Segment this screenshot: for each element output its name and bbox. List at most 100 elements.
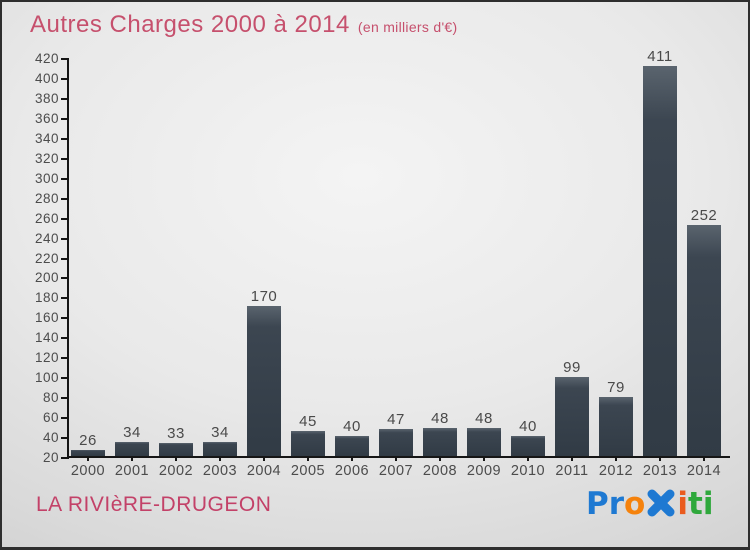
bar-2006 <box>335 436 369 456</box>
y-axis-label: 20 <box>42 450 59 465</box>
x-axis-label-2009: 2009 <box>466 463 502 479</box>
y-axis-tick <box>61 217 69 220</box>
x-axis-label-2014: 2014 <box>686 463 722 479</box>
bar-2012 <box>599 397 633 456</box>
bar-2011 <box>555 377 589 456</box>
y-axis-label: 420 <box>34 51 59 66</box>
y-axis-tick <box>61 317 69 320</box>
y-axis-label: 200 <box>34 270 59 286</box>
bar-2005 <box>291 431 325 456</box>
x-axis-label-2007: 2007 <box>378 463 414 479</box>
logo-letter: P <box>586 486 609 522</box>
x-axis-label-2013: 2013 <box>642 463 678 479</box>
y-axis-label: 400 <box>34 70 59 86</box>
logo-letter: r <box>608 486 625 522</box>
y-axis-tick <box>61 297 69 300</box>
x-axis-label-2006: 2006 <box>334 463 370 479</box>
bar-value-2000: 26 <box>79 432 97 449</box>
x-axis-label-2003: 2003 <box>202 463 238 479</box>
y-axis-label: 240 <box>34 230 59 246</box>
bar-value-2003: 34 <box>211 424 229 441</box>
bar-2003 <box>203 442 237 456</box>
x-axis-tick <box>615 456 617 461</box>
y-axis-tick <box>61 58 69 60</box>
y-axis-tick <box>61 437 69 440</box>
y-axis-tick <box>61 397 69 400</box>
y-axis-tick <box>61 97 69 100</box>
bar-value-2001: 34 <box>123 424 141 441</box>
bar-value-2011: 99 <box>563 359 581 376</box>
y-axis-label: 260 <box>34 210 59 226</box>
logo-letter: i <box>677 486 688 522</box>
y-axis-label: 100 <box>34 370 59 386</box>
logo-letter: o <box>624 486 646 522</box>
y-axis-tick <box>61 237 69 240</box>
x-axis-label-2001: 2001 <box>114 463 150 479</box>
x-axis-label-2010: 2010 <box>510 463 546 479</box>
y-axis-label: 380 <box>34 90 59 106</box>
bar-2010 <box>511 436 545 456</box>
page-title: Autres Charges 2000 à 2014 <box>30 11 350 38</box>
bar-2001 <box>115 442 149 456</box>
y-axis-tick <box>61 457 69 459</box>
bar-value-2002: 33 <box>167 425 185 442</box>
x-axis-label-2008: 2008 <box>422 463 458 479</box>
y-axis-tick <box>61 377 69 380</box>
x-axis-tick <box>395 456 397 461</box>
bar-value-2014: 252 <box>690 207 718 224</box>
y-axis-tick <box>61 357 69 360</box>
bar-2013 <box>643 66 677 456</box>
y-axis-label: 80 <box>42 390 59 406</box>
y-axis-label: 60 <box>42 410 59 426</box>
bar-value-2008: 48 <box>431 410 449 427</box>
bar-2002 <box>159 443 193 456</box>
bar-2007 <box>379 429 413 456</box>
logo-letter: i <box>702 486 714 522</box>
x-axis-label-2005: 2005 <box>290 463 326 479</box>
x-axis-tick <box>307 456 309 461</box>
x-axis-tick <box>527 456 529 461</box>
y-axis-label: 140 <box>34 330 59 346</box>
bar-value-2013: 411 <box>647 48 673 65</box>
x-axis-tick <box>219 456 221 461</box>
y-axis-label: 280 <box>34 190 59 206</box>
y-axis-tick <box>61 257 69 260</box>
bar-2008 <box>423 428 457 456</box>
y-axis-label: 300 <box>34 170 59 186</box>
y-axis-tick <box>61 157 69 160</box>
y-axis-label: 120 <box>34 350 59 366</box>
chart-header: Autres Charges 2000 à 2014 (en milliers d… <box>30 11 457 39</box>
y-axis-tick <box>61 177 69 180</box>
bar-value-2010: 40 <box>519 418 537 435</box>
y-axis-label: 160 <box>34 310 59 326</box>
bar-value-2005: 45 <box>299 413 317 430</box>
y-axis-tick <box>61 337 69 340</box>
y-axis-tick <box>61 117 69 120</box>
x-axis-tick <box>703 456 705 461</box>
x-axis-label-2011: 2011 <box>555 463 589 479</box>
bar-value-2009: 48 <box>475 410 493 427</box>
x-axis-label-2004: 2004 <box>246 463 282 479</box>
x-axis-tick <box>351 456 353 461</box>
x-axis-tick <box>439 456 441 461</box>
plot-area: 20 40 60 80 100 120 140 160 180 200 220 240 260 280 30… <box>35 48 730 479</box>
x-axis-label-2012: 2012 <box>598 463 634 479</box>
y-axis-label: 340 <box>34 130 59 146</box>
y-axis-label: 40 <box>42 430 59 446</box>
proxiti-logo: Pro iti <box>586 486 713 522</box>
y-axis-tick <box>61 417 69 420</box>
bar-value-2007: 47 <box>387 411 405 428</box>
bar-value-2012: 79 <box>607 379 625 396</box>
x-axis-tick <box>659 456 661 461</box>
y-axis-label: 360 <box>34 110 59 126</box>
bar-2000 <box>71 450 105 456</box>
x-axis-tick <box>131 456 133 461</box>
x-axis-label-2002: 2002 <box>158 463 194 479</box>
x-axis-tick <box>87 456 89 461</box>
location-label: LA RIVIèRE-DRUGEON <box>36 493 272 516</box>
x-axis-tick <box>263 456 265 461</box>
bar-2004 <box>247 306 281 456</box>
y-axis-label: 180 <box>34 290 59 306</box>
page-subtitle: (en milliers d'€) <box>357 19 458 35</box>
